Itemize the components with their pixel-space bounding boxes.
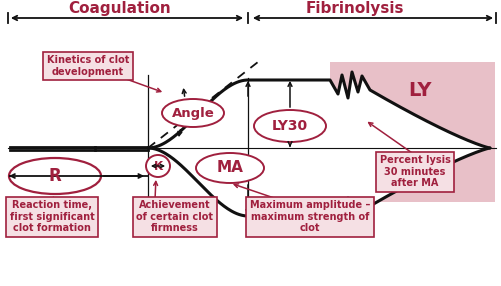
Text: Maximum amplitude –
maximum strength of
clot: Maximum amplitude – maximum strength of … [250, 200, 370, 233]
Ellipse shape [254, 110, 326, 142]
Ellipse shape [146, 155, 170, 177]
Text: Coagulation: Coagulation [69, 1, 171, 16]
Polygon shape [148, 72, 490, 224]
Text: Angle: Angle [172, 106, 214, 120]
Bar [330, 62, 495, 202]
Ellipse shape [162, 99, 224, 127]
Ellipse shape [196, 153, 264, 183]
Text: Kinetics of clot
development: Kinetics of clot development [47, 55, 129, 77]
Text: LY30: LY30 [272, 119, 308, 133]
Text: R: R [49, 167, 62, 185]
Text: Percent lysis
30 minutes
after MA: Percent lysis 30 minutes after MA [380, 155, 450, 188]
Text: Fibrinolysis: Fibrinolysis [306, 1, 404, 16]
Ellipse shape [9, 158, 101, 194]
Text: Achievement
of certain clot
firmness: Achievement of certain clot firmness [136, 200, 213, 233]
Text: Reaction time,
first significant
clot formation: Reaction time, first significant clot fo… [10, 200, 94, 233]
Text: K: K [153, 160, 162, 172]
Text: LY: LY [408, 80, 432, 100]
Text: MA: MA [216, 160, 243, 176]
